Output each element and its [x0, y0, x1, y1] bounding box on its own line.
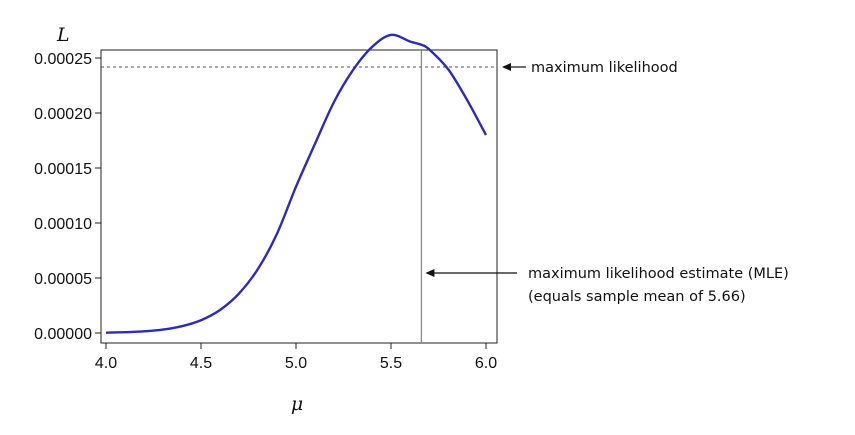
y-tick-label: 0.00020	[34, 106, 92, 123]
x-tick-label: 5.5	[380, 355, 402, 372]
x-axis-ticks: 4.0 4.5 5.0 5.5 6.0	[95, 343, 497, 372]
y-tick-label: 0.00025	[34, 51, 92, 68]
mle-annotation: maximum likelihood estimate (MLE) (equal…	[425, 266, 789, 305]
y-tick-label: 0.00005	[34, 271, 92, 288]
y-axis-title: L	[56, 24, 70, 46]
arrow-head-icon	[425, 269, 435, 277]
y-tick-label: 0.00015	[34, 161, 92, 178]
likelihood-curve	[105, 33, 488, 334]
x-tick-label: 6.0	[475, 355, 497, 372]
mle-label: maximum likelihood estimate (MLE)	[528, 266, 789, 282]
x-tick-label: 4.5	[190, 355, 212, 372]
y-tick-label: 0.00000	[34, 326, 92, 343]
x-tick-label: 5.0	[285, 355, 307, 372]
mle-sublabel: (equals sample mean of 5.66)	[528, 289, 746, 305]
maximum-likelihood-label: maximum likelihood	[531, 60, 678, 76]
y-axis-ticks: 0.00000 0.00005 0.00010 0.00015 0.00020 0.000…	[34, 51, 101, 343]
arrow-head-icon	[502, 63, 511, 71]
maximum-likelihood-annotation: maximum likelihood	[502, 60, 678, 76]
plot-area-frame	[100, 49, 498, 344]
x-tick-label: 4.0	[95, 355, 117, 372]
x-axis-title: μ	[291, 393, 303, 415]
y-tick-label: 0.00010	[34, 216, 92, 233]
